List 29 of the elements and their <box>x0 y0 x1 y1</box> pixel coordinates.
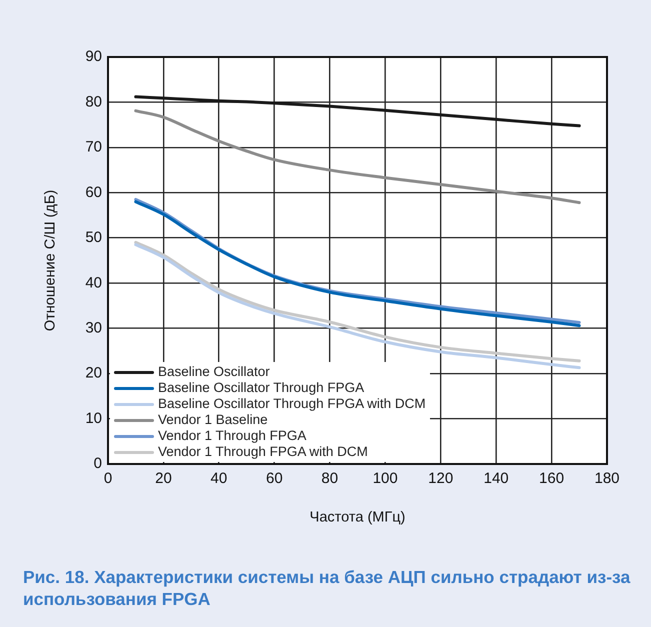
x-tick-label: 180 <box>594 470 620 488</box>
y-tick-label: 70 <box>85 138 102 156</box>
x-tick-label: 100 <box>372 470 398 488</box>
x-tick-label: 40 <box>210 470 228 488</box>
y-tick-label: 0 <box>94 455 102 472</box>
x-tick-label: 60 <box>266 470 283 488</box>
x-axis-title: Частота (МГц) <box>310 509 406 526</box>
x-tick-label: 20 <box>155 470 172 488</box>
legend-label: Vendor 1 Through FPGA with DCM <box>158 444 368 460</box>
line-series <box>134 109 581 204</box>
y-tick-label: 10 <box>85 410 102 427</box>
legend-label: Vendor 1 Baseline <box>158 412 268 428</box>
legend-label: Baseline Oscillator <box>158 364 270 380</box>
legend-label: Vendor 1 Through FPGA <box>158 428 306 444</box>
x-tick-label: 80 <box>321 470 338 488</box>
y-tick-label: 60 <box>85 184 102 201</box>
text: Рис. 18. Характеристики системы на базе АЦП сильно страдают из-за использования FPGA <box>23 566 632 610</box>
y-tick-label: 30 <box>85 319 102 336</box>
x-tick-label: 120 <box>428 470 454 488</box>
legend-label: Baseline Oscillator Through FPGA <box>158 380 364 396</box>
y-tick-label: 50 <box>85 229 102 246</box>
y-tick-label: 90 <box>85 48 102 66</box>
y-axis-title: Отношение С/Ш (дБ) <box>42 190 59 332</box>
x-tick-label: 140 <box>484 470 509 488</box>
legend-label: Baseline Oscillator Through FPGA with DCM <box>158 396 426 412</box>
y-tick-label: 80 <box>85 93 102 110</box>
x-tick-label: 160 <box>539 470 564 488</box>
y-tick-label: 20 <box>85 364 102 382</box>
y-tick-label: 40 <box>85 274 102 292</box>
